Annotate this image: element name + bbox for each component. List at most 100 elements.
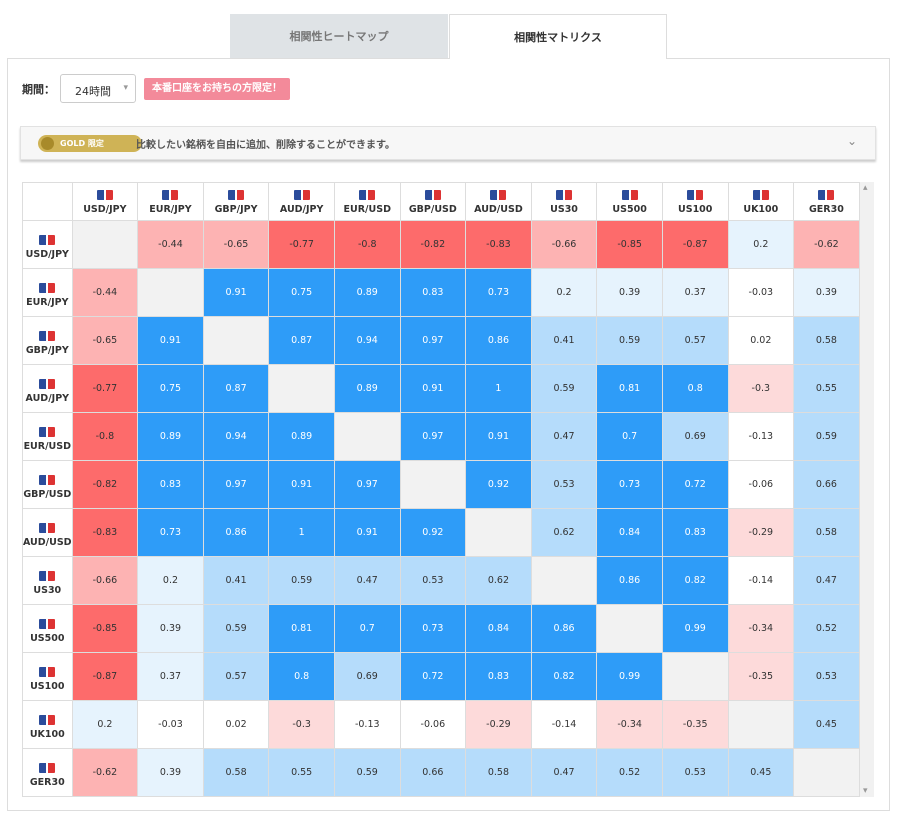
cell: 0.58 xyxy=(793,316,860,365)
cell: 0.89 xyxy=(137,412,204,461)
column-header: GBP/JPY xyxy=(202,182,270,221)
cell: 0.84 xyxy=(465,604,532,653)
cell: 0.58 xyxy=(202,748,270,797)
column-header: EUR/JPY xyxy=(137,182,204,221)
panel xyxy=(7,58,890,811)
period-select[interactable]: 24時間 xyxy=(60,74,136,103)
cell xyxy=(727,700,795,749)
cell: 0.2 xyxy=(137,556,204,605)
notice-bar[interactable]: GOLD 限定 比較したい銘柄を自由に追加、削除することができます。 ⌄ xyxy=(20,126,876,160)
cell: 0.37 xyxy=(661,268,729,317)
cell: -0.29 xyxy=(727,508,795,557)
cell xyxy=(530,556,598,605)
cell: 0.45 xyxy=(727,748,795,797)
cell xyxy=(399,460,467,509)
row-label: US500 xyxy=(30,633,65,644)
cell: 0.94 xyxy=(202,412,270,461)
row-header: GBP/USD xyxy=(22,460,73,509)
column-label: GBP/JPY xyxy=(214,204,258,215)
column-header: GER30 xyxy=(793,182,860,221)
row-label: USD/JPY xyxy=(25,249,69,260)
cell: 0.59 xyxy=(333,748,401,797)
row-label: AUD/JPY xyxy=(25,393,70,404)
flag-icon xyxy=(39,475,56,485)
cell: 0.2 xyxy=(71,700,139,749)
cell: -0.34 xyxy=(727,604,795,653)
row: AUD/USD -0.83 0.73 0.86 1 0.91 0.92 0.62 0.84 0.8… xyxy=(22,508,860,557)
cell: 0.97 xyxy=(399,412,467,461)
flag-icon xyxy=(39,667,56,677)
cell: 0.41 xyxy=(530,316,598,365)
flag-icon xyxy=(556,190,573,200)
cell: 0.41 xyxy=(202,556,270,605)
flag-icon xyxy=(39,427,56,437)
cell: 1 xyxy=(268,508,335,557)
row: UK100 0.2 -0.03 0.02 -0.3 -0.13 -0.06 -0.29 -0.1… xyxy=(22,700,860,749)
row: US30 -0.66 0.2 0.41 0.59 0.47 0.53 0.62 0.86 0.82… xyxy=(22,556,860,605)
corner xyxy=(22,182,73,221)
cell: 0.7 xyxy=(596,412,663,461)
cell: -0.13 xyxy=(333,700,401,749)
column-label: UK100 xyxy=(743,204,779,215)
cell: -0.13 xyxy=(727,412,795,461)
cell: 0.81 xyxy=(596,364,663,413)
gold-badge: GOLD 限定 xyxy=(38,135,142,152)
cell xyxy=(137,268,204,317)
tab[interactable]: 相関性ヒートマップ xyxy=(230,14,448,58)
cell xyxy=(268,364,335,413)
flag-icon xyxy=(621,190,638,200)
cell: -0.83 xyxy=(71,508,139,557)
cell: -0.85 xyxy=(596,220,663,269)
cell: 0.57 xyxy=(202,652,270,701)
row: US100 -0.87 0.37 0.57 0.8 0.69 0.72 0.83 0.82 0.9… xyxy=(22,652,860,701)
row-label: EUR/USD xyxy=(23,441,71,452)
cell: 0.72 xyxy=(661,460,729,509)
row: GBP/USD -0.82 0.83 0.97 0.91 0.97 0.92 0.53 0.73… xyxy=(22,460,860,509)
cell: 0.53 xyxy=(530,460,598,509)
tab-active[interactable]: 相関性マトリクス xyxy=(449,14,667,59)
cell: 0.47 xyxy=(530,412,598,461)
cell: 0.2 xyxy=(727,220,795,269)
cell: 0.99 xyxy=(596,652,663,701)
cell: 0.92 xyxy=(399,508,467,557)
row: USD/JPY -0.44 -0.65 -0.77 -0.8 -0.82 -0.83 -0.6… xyxy=(22,220,860,269)
row-label: GER30 xyxy=(29,777,65,788)
cell: 0.8 xyxy=(268,652,335,701)
column-header: US30 xyxy=(530,182,598,221)
cell: -0.06 xyxy=(399,700,467,749)
cell: 0.97 xyxy=(202,460,270,509)
cell: -0.83 xyxy=(465,220,532,269)
cell: -0.62 xyxy=(71,748,139,797)
flag-icon xyxy=(818,190,835,200)
cell: 0.86 xyxy=(465,316,532,365)
row-label: UK100 xyxy=(29,729,65,740)
cell: 0.81 xyxy=(268,604,335,653)
cell: 0.59 xyxy=(530,364,598,413)
flag-icon xyxy=(359,190,376,200)
cell: 0.66 xyxy=(399,748,467,797)
column-header: UK100 xyxy=(727,182,795,221)
cell: 0.57 xyxy=(661,316,729,365)
cell: 0.83 xyxy=(465,652,532,701)
cell: 0.83 xyxy=(661,508,729,557)
row-header: AUD/USD xyxy=(22,508,73,557)
row: EUR/JPY -0.44 0.91 0.75 0.89 0.83 0.73 0.2 0.39 0… xyxy=(22,268,860,317)
cell: 0.73 xyxy=(399,604,467,653)
cell: 0.84 xyxy=(596,508,663,557)
cell xyxy=(333,412,401,461)
column-label: US30 xyxy=(550,204,578,215)
matrix: USD/JPY EUR/JPY GBP/JPY AUD/JPY EUR/USD GBP/U… xyxy=(22,182,860,797)
cell: 0.59 xyxy=(268,556,335,605)
cell: 1 xyxy=(465,364,532,413)
cell: 0.69 xyxy=(661,412,729,461)
cell: 0.73 xyxy=(596,460,663,509)
cell: 0.59 xyxy=(202,604,270,653)
row-header: GER30 xyxy=(22,748,73,797)
cell: 0.53 xyxy=(793,652,860,701)
scrollbar[interactable] xyxy=(860,182,874,797)
column-label: USD/JPY xyxy=(83,204,127,215)
cell: -0.06 xyxy=(727,460,795,509)
flag-icon xyxy=(39,235,56,245)
row-label: US100 xyxy=(30,681,65,692)
cell: 0.37 xyxy=(137,652,204,701)
